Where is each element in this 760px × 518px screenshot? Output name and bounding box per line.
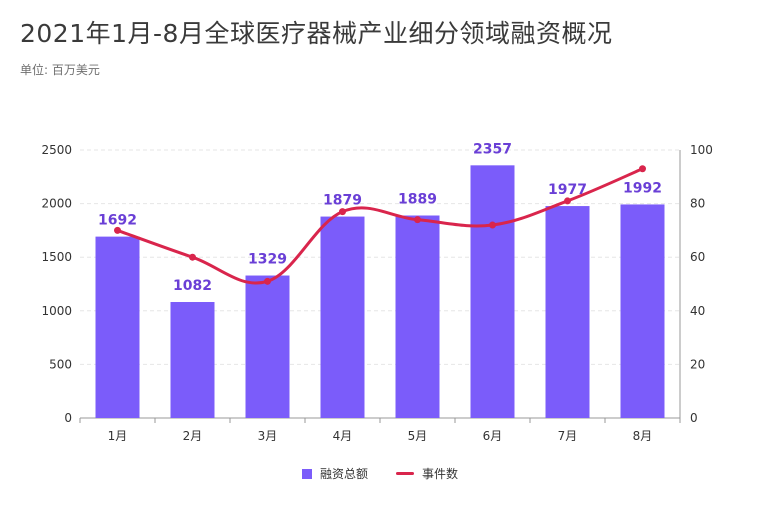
y-tick-right-label: 60 — [690, 250, 705, 264]
y-tick-left-label: 2500 — [41, 143, 72, 157]
line-point — [264, 277, 271, 285]
x-tick-label: 6月 — [483, 429, 503, 443]
bar — [245, 275, 290, 418]
legend-bar-label: 融资总额 — [319, 467, 368, 481]
y-tick-right-label: 100 — [690, 143, 713, 157]
x-tick-label: 5月 — [408, 429, 428, 443]
bar-value-label: 1879 — [323, 193, 362, 209]
y-tick-left-label: 500 — [49, 357, 72, 371]
y-tick-right-label: 80 — [690, 197, 705, 211]
x-tick-label: 8月 — [633, 429, 653, 443]
bar-value-label: 1692 — [98, 213, 137, 229]
bar-value-label: 1889 — [398, 191, 437, 207]
y-tick-left-label: 0 — [64, 411, 72, 425]
y-tick-left-label: 2000 — [41, 197, 72, 211]
y-tick-left-label: 1000 — [41, 304, 72, 318]
line-point — [489, 221, 496, 229]
y-tick-right-label: 40 — [690, 304, 705, 318]
legend-item-bar[interactable]: 融资总额 — [301, 465, 368, 482]
bar — [620, 204, 665, 418]
bar — [470, 165, 515, 418]
line-point — [339, 208, 346, 216]
legend-item-line[interactable]: 事件数 — [396, 465, 458, 482]
legend-bar-swatch — [301, 468, 312, 479]
legend-line-label: 事件数 — [422, 467, 459, 481]
bar — [95, 236, 140, 418]
x-tick-label: 7月 — [558, 429, 578, 443]
line-point — [564, 197, 571, 205]
line-point — [639, 165, 646, 173]
x-tick-label: 3月 — [258, 429, 278, 443]
series-line-events — [116, 167, 644, 285]
chart-subtitle: 单位: 百万美元 — [20, 63, 100, 77]
bar-value-label: 1082 — [173, 278, 212, 294]
y-tick-right-label: 20 — [690, 357, 705, 371]
x-tick-label: 4月 — [333, 429, 353, 443]
line-point — [414, 216, 421, 224]
x-tick-label: 2月 — [183, 429, 203, 443]
bar — [170, 302, 215, 418]
chart-title: 2021年1月-8月全球医疗器械产业细分领域融资概况 — [20, 19, 613, 48]
line-point — [189, 253, 196, 261]
bar-value-label: 1992 — [623, 180, 662, 196]
bar-value-label: 1977 — [548, 182, 587, 198]
bar — [320, 216, 365, 418]
bar-value-label: 1329 — [248, 252, 287, 268]
line-point — [114, 226, 121, 234]
chart-legend: 融资总额 事件数 — [0, 465, 760, 482]
bar-value-label: 2357 — [473, 141, 512, 157]
x-tick-label: 1月 — [108, 429, 128, 443]
y-tick-left-label: 1500 — [41, 250, 72, 264]
legend-line-swatch — [396, 472, 414, 475]
y-tick-right-label: 0 — [690, 411, 698, 425]
bar — [545, 206, 590, 418]
bar — [395, 215, 440, 418]
